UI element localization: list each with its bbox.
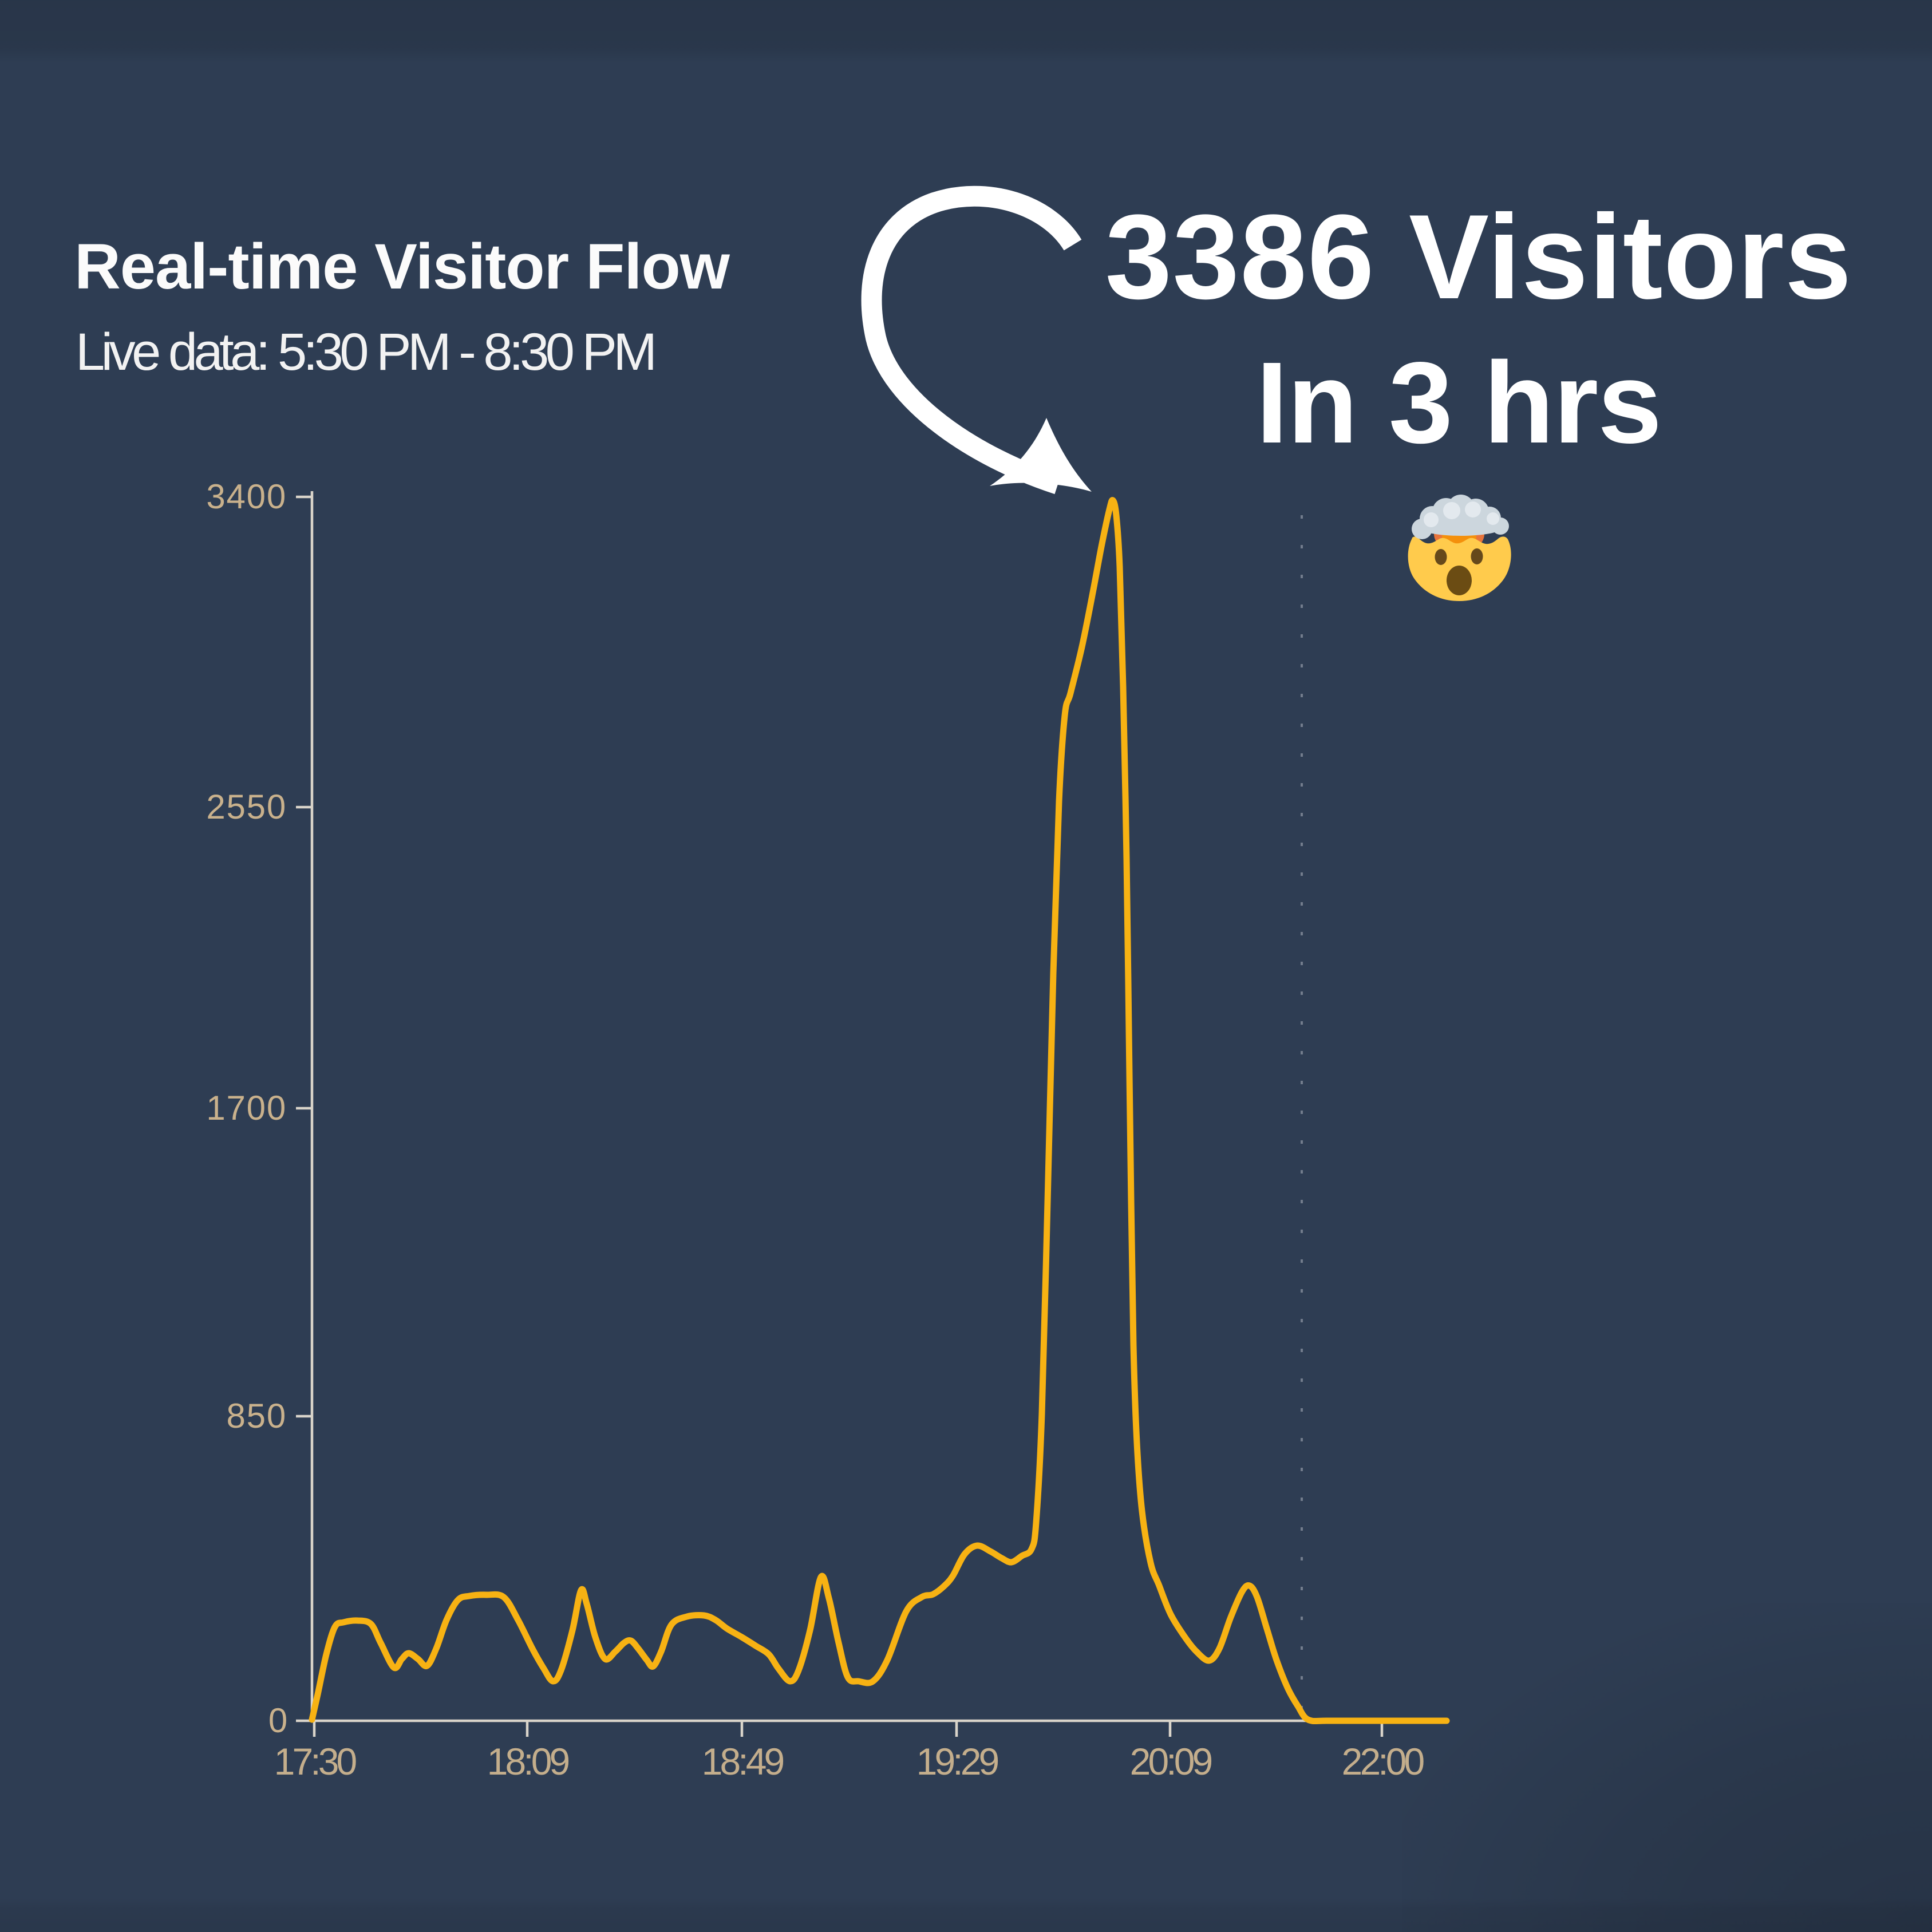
svg-text:19:29: 19:29 — [916, 1740, 998, 1783]
svg-text:3386 Visitors: 3386 Visitors — [1105, 189, 1852, 324]
svg-text:18:49: 18:49 — [702, 1740, 784, 1783]
svg-text:17:30: 17:30 — [274, 1740, 357, 1783]
svg-text:18:09: 18:09 — [487, 1740, 569, 1783]
svg-text:2550: 2550 — [206, 788, 287, 826]
svg-text:In 3 hrs: In 3 hrs — [1256, 338, 1661, 467]
svg-text:Live data: 5:30 PM - 8:30 PM: Live data: 5:30 PM - 8:30 PM — [76, 323, 654, 381]
svg-text:1700: 1700 — [206, 1089, 287, 1127]
svg-text:20:09: 20:09 — [1130, 1740, 1212, 1783]
svg-text:0: 0 — [268, 1701, 289, 1740]
svg-text:850: 850 — [226, 1397, 287, 1435]
svg-text:22:00: 22:00 — [1342, 1740, 1424, 1783]
svg-text:Real-time Visitor Flow: Real-time Visitor Flow — [74, 231, 730, 302]
svg-text:3400: 3400 — [206, 477, 287, 516]
